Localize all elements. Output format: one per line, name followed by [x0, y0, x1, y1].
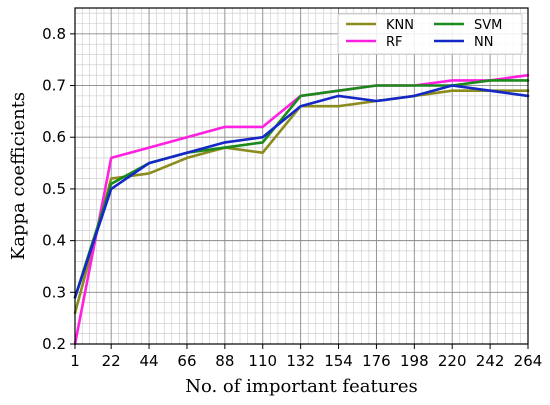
plot-frame — [74, 7, 529, 345]
x-tick-label: 176 — [362, 352, 391, 370]
legend: KNN RF SVM NN — [337, 13, 523, 55]
x-tick-label: 88 — [215, 352, 234, 370]
minor-grid — [75, 8, 528, 345]
series-lines — [73, 73, 530, 346]
y-tick-label: 0.8 — [42, 25, 66, 43]
x-tick-label: 22 — [102, 352, 121, 370]
y-tick-label: 0.7 — [42, 77, 66, 95]
x-tick-label: 242 — [476, 352, 505, 370]
x-tick-label: 154 — [324, 352, 353, 370]
legend-box — [337, 13, 523, 55]
x-axis-title: No. of important features — [185, 376, 418, 397]
x-tick-label: 44 — [140, 352, 159, 370]
y-tick-label: 0.6 — [42, 128, 66, 146]
x-tick-label: 66 — [177, 352, 196, 370]
y-tick-label: 0.3 — [42, 283, 66, 301]
legend-label-svm: SVM — [474, 18, 502, 33]
y-axis-title: Kappa coefficients — [8, 92, 29, 260]
y-tick-label: 0.2 — [42, 335, 66, 353]
legend-label-knn: KNN — [386, 18, 414, 33]
x-tick-label: 132 — [286, 352, 315, 370]
x-tick-label: 264 — [514, 352, 543, 370]
y-axis-ticks: 0.2 0.3 0.4 0.5 0.6 0.7 0.8 — [42, 25, 75, 353]
y-tick-label: 0.4 — [42, 232, 66, 250]
x-axis-ticks: 1 22 44 66 88 110 132 154 176 198 220 242 264 — [70, 344, 542, 370]
legend-label-nn: NN — [474, 35, 493, 50]
legend-label-rf: RF — [386, 35, 403, 50]
x-tick-label: 110 — [248, 352, 277, 370]
y-tick-label: 0.5 — [42, 180, 66, 198]
series-line-nn — [73, 84, 530, 299]
x-tick-label: 220 — [438, 352, 467, 370]
x-tick-label: 1 — [70, 352, 80, 370]
x-tick-label: 198 — [400, 352, 429, 370]
